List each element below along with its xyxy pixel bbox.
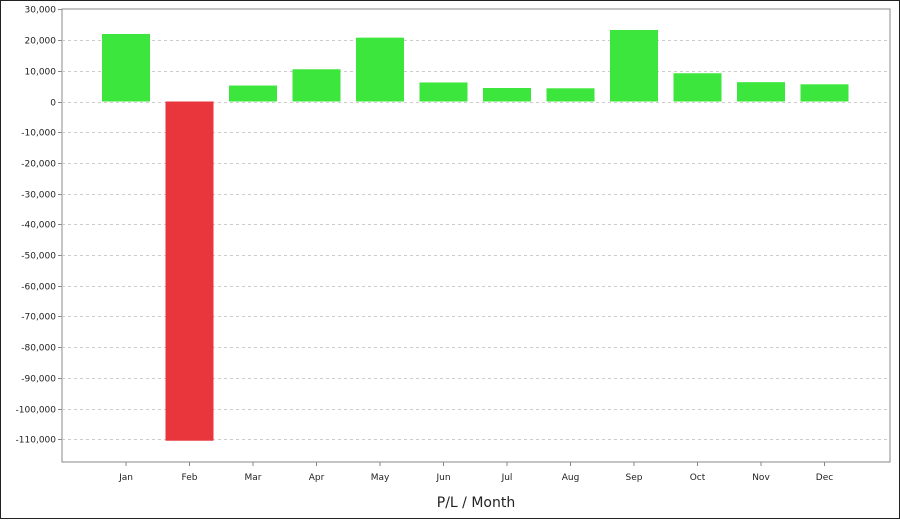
bar-jan: [102, 33, 150, 102]
y-tick-label: -20,000: [21, 160, 56, 170]
x-tick-label: Feb: [182, 473, 198, 483]
y-tick-label: -90,000: [21, 375, 56, 385]
bar-oct: [673, 73, 722, 102]
x-tick-label: Jul: [501, 473, 513, 483]
y-tick-label: -10,000: [21, 129, 56, 139]
x-tick-label: Apr: [309, 473, 325, 483]
x-tick-label: Aug: [562, 473, 580, 483]
x-tick-label: Jan: [118, 473, 133, 483]
y-tick-label: 30,000: [25, 6, 57, 16]
bar-mar: [229, 85, 277, 102]
x-tick-label: Oct: [690, 473, 706, 483]
y-tick-label: -60,000: [21, 283, 56, 293]
y-tick-label: -100,000: [16, 406, 57, 416]
bar-sep: [610, 29, 658, 102]
bar-aug: [546, 88, 595, 102]
x-tick-label: Jun: [435, 473, 450, 483]
y-tick-label: -30,000: [21, 191, 56, 201]
bar-nov: [737, 82, 785, 102]
y-tick-label: -110,000: [16, 436, 57, 446]
y-tick-label: -50,000: [21, 252, 56, 262]
bar-may: [356, 37, 404, 102]
bar-feb: [165, 101, 214, 441]
bar-jun: [419, 82, 468, 102]
x-tick-label: May: [371, 473, 390, 483]
y-tick-label: -40,000: [21, 221, 56, 231]
y-tick-label: -70,000: [21, 313, 56, 323]
y-tick-label: 10,000: [25, 68, 57, 78]
y-tick-label: 20,000: [25, 37, 57, 47]
x-tick-label: Sep: [626, 473, 643, 483]
bars: [102, 29, 849, 441]
bar-dec: [800, 84, 849, 102]
x-axis-ticks: Jan Feb Mar Apr May Jun Jul Aug Sep Oct Nov Dec: [118, 462, 833, 483]
y-tick-label: -80,000: [21, 344, 56, 354]
x-axis-title: P/L / Month: [437, 495, 515, 511]
x-tick-label: Dec: [816, 473, 833, 483]
y-axis-ticks: 30,000 20,000 10,000 0 -10,000 -20,000 -30,000…: [16, 6, 62, 446]
bar-jul: [483, 87, 531, 102]
x-tick-label: Nov: [752, 473, 770, 483]
bar-apr: [292, 69, 341, 102]
x-tick-label: Mar: [245, 473, 262, 483]
y-tick-label: 0: [50, 99, 56, 109]
